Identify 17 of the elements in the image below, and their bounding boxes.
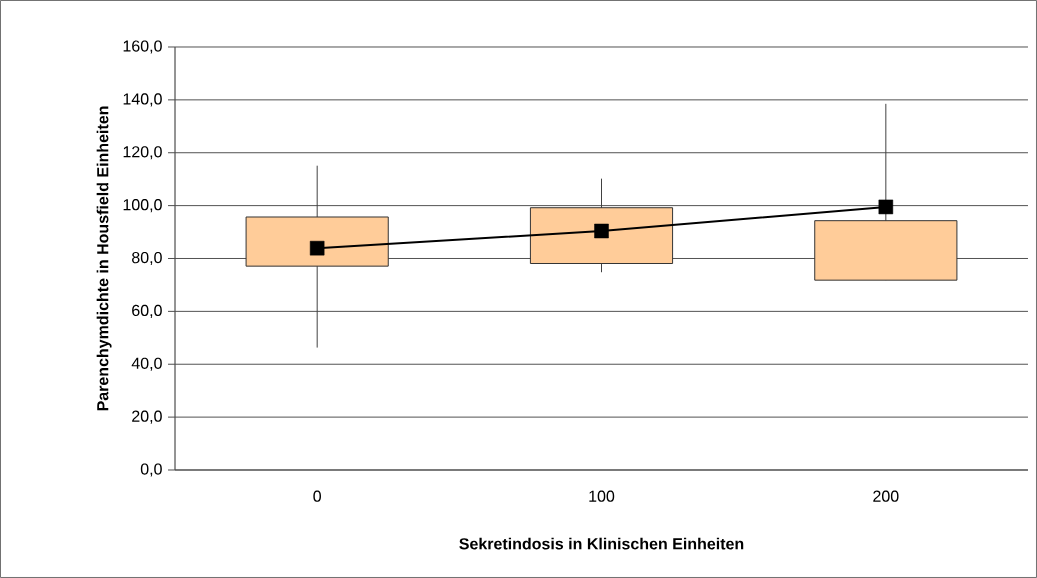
x-tick-label: 200 [873,490,899,502]
y-axis-title: Parenchymdichte in Housfield Einheiten [96,106,112,411]
point [309,240,325,256]
y-tick-label: 160,0 [123,40,162,54]
x-tick-label: 100 [589,490,615,502]
point [878,199,894,215]
y-tick-label: 140,0 [123,93,162,107]
x-tick-label: 0 [313,490,321,502]
y-tick-label: 60,0 [132,304,162,318]
y-tick-label: 100,0 [123,199,162,213]
y-tick-label: 80,0 [132,251,162,266]
y-tick-label: 120,0 [123,146,162,160]
y-tick-label: 20,0 [132,410,162,424]
y-tick-label: 40,0 [131,357,162,371]
point [594,223,609,239]
x-axis-title: Sekretindosis in Klinischen Einheiten [459,537,744,550]
y-tick-label: 0,0 [140,463,162,477]
